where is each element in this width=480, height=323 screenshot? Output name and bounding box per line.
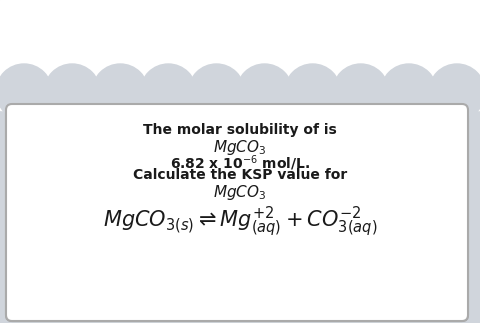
FancyBboxPatch shape: [6, 104, 467, 321]
Circle shape: [380, 50, 436, 106]
Circle shape: [140, 64, 196, 120]
Circle shape: [44, 64, 100, 120]
Text: The molar solubility of is: The molar solubility of is: [143, 123, 336, 137]
Circle shape: [188, 50, 244, 106]
Circle shape: [332, 64, 388, 120]
Text: 6.82 x 10$^{-6}$ mol/L.: 6.82 x 10$^{-6}$ mol/L.: [169, 153, 310, 172]
Circle shape: [236, 50, 292, 106]
Circle shape: [140, 50, 196, 106]
Bar: [0, 0, 480, 110]
Circle shape: [284, 50, 340, 106]
FancyBboxPatch shape: [6, 104, 467, 321]
Text: $\mathit{MgCO_{3(s)}} \rightleftharpoons \mathit{Mg^{+2}_{(aq)}} + \mathit{CO^{-: $\mathit{MgCO_{3(s)}} \rightleftharpoons…: [103, 205, 376, 239]
Circle shape: [0, 64, 52, 120]
Circle shape: [380, 64, 436, 120]
Bar: [0, 0, 480, 63]
Circle shape: [188, 64, 244, 120]
Text: $\mathit{MgCO_3}$: $\mathit{MgCO_3}$: [213, 183, 266, 202]
Circle shape: [428, 64, 480, 120]
Circle shape: [92, 64, 148, 120]
Text: Calculate the KSP value for: Calculate the KSP value for: [132, 168, 347, 182]
Circle shape: [236, 64, 292, 120]
Circle shape: [428, 50, 480, 106]
Circle shape: [284, 64, 340, 120]
Circle shape: [0, 50, 52, 106]
Circle shape: [332, 50, 388, 106]
Circle shape: [44, 50, 100, 106]
Circle shape: [92, 50, 148, 106]
Text: $\mathit{MgCO_3}$: $\mathit{MgCO_3}$: [213, 138, 266, 157]
